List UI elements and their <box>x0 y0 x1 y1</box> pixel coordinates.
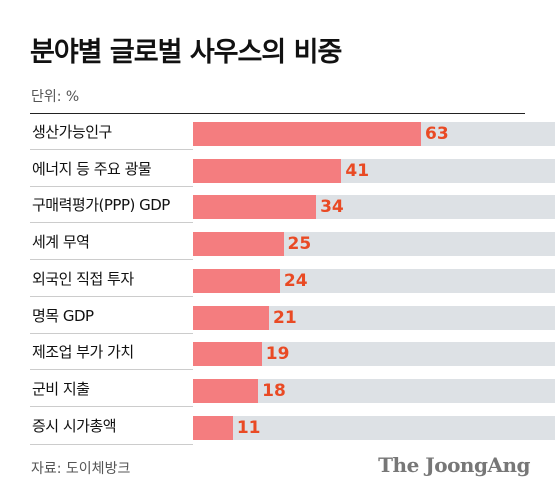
bar-track: 21 <box>193 305 555 330</box>
bar-track: 34 <box>193 195 555 220</box>
bar <box>193 158 342 183</box>
data-label: 63 <box>425 124 449 144</box>
bar-track: 63 <box>193 122 555 146</box>
bar-track: 24 <box>193 268 555 293</box>
bar-track: 19 <box>193 342 555 367</box>
bar-row: 외국인 직접 투자 24 <box>30 261 555 297</box>
category-label: 증시 시가총액 <box>32 416 117 435</box>
bar-track: 11 <box>193 415 555 440</box>
category-label: 생산가능인구 <box>32 123 112 141</box>
bar-track: 41 <box>193 158 555 183</box>
bar <box>193 378 259 403</box>
data-label: 21 <box>273 307 297 328</box>
bar-row: 에너지 등 주요 광물 41 <box>30 151 555 187</box>
data-label: 24 <box>283 270 308 291</box>
category-label: 구매력평가(PPP) GDP <box>32 196 170 215</box>
row-divider <box>30 369 193 371</box>
category-label: 제조업 부가 가치 <box>32 343 134 362</box>
row-divider <box>30 405 193 407</box>
bar-row: 세계 무역 25 <box>30 224 555 261</box>
source-note: 자료: 도이체방크 <box>31 461 131 477</box>
bar-row: 명목 GDP 21 <box>30 298 555 334</box>
category-label: 외국인 직접 투자 <box>32 269 134 288</box>
row-divider <box>30 222 193 224</box>
data-label: 41 <box>345 160 370 181</box>
row-divider <box>30 259 193 261</box>
bar-row: 증시 시가총액 11 <box>30 408 555 444</box>
top-rule <box>30 113 525 114</box>
bar-row: 생산가능인구 63 <box>30 114 555 150</box>
category-label: 명목 GDP <box>32 306 94 325</box>
bar <box>193 415 233 440</box>
unit-label: 단위: % <box>31 89 80 105</box>
chart-title: 분야별 글로벌 사우스의 비중 <box>30 37 342 68</box>
bar-row: 제조업 부가 가치 19 <box>30 334 555 371</box>
row-divider <box>30 332 193 334</box>
bottom-rule <box>30 444 193 446</box>
category-label: 세계 무역 <box>32 233 90 252</box>
bar <box>193 232 284 257</box>
data-label: 19 <box>265 344 290 365</box>
publisher-logo: The JoongAng <box>378 453 530 477</box>
data-label: 11 <box>236 417 261 438</box>
bar-row: 군비 지출 18 <box>30 371 555 407</box>
category-label: 에너지 등 주요 광물 <box>32 159 152 178</box>
bar <box>193 195 317 220</box>
data-label: 25 <box>287 234 312 255</box>
bar-track: 18 <box>193 378 555 403</box>
row-divider <box>30 149 193 150</box>
bar <box>193 268 280 293</box>
category-label: 군비 지출 <box>32 379 90 398</box>
bar-track: 25 <box>193 232 555 257</box>
bar <box>193 342 262 367</box>
data-label: 34 <box>320 197 344 218</box>
data-label: 18 <box>262 380 286 401</box>
bar <box>193 305 270 330</box>
row-divider <box>30 185 193 187</box>
bar-row: 구매력평가(PPP) GDP 34 <box>30 187 555 224</box>
row-divider <box>30 295 193 297</box>
bar <box>193 122 422 146</box>
